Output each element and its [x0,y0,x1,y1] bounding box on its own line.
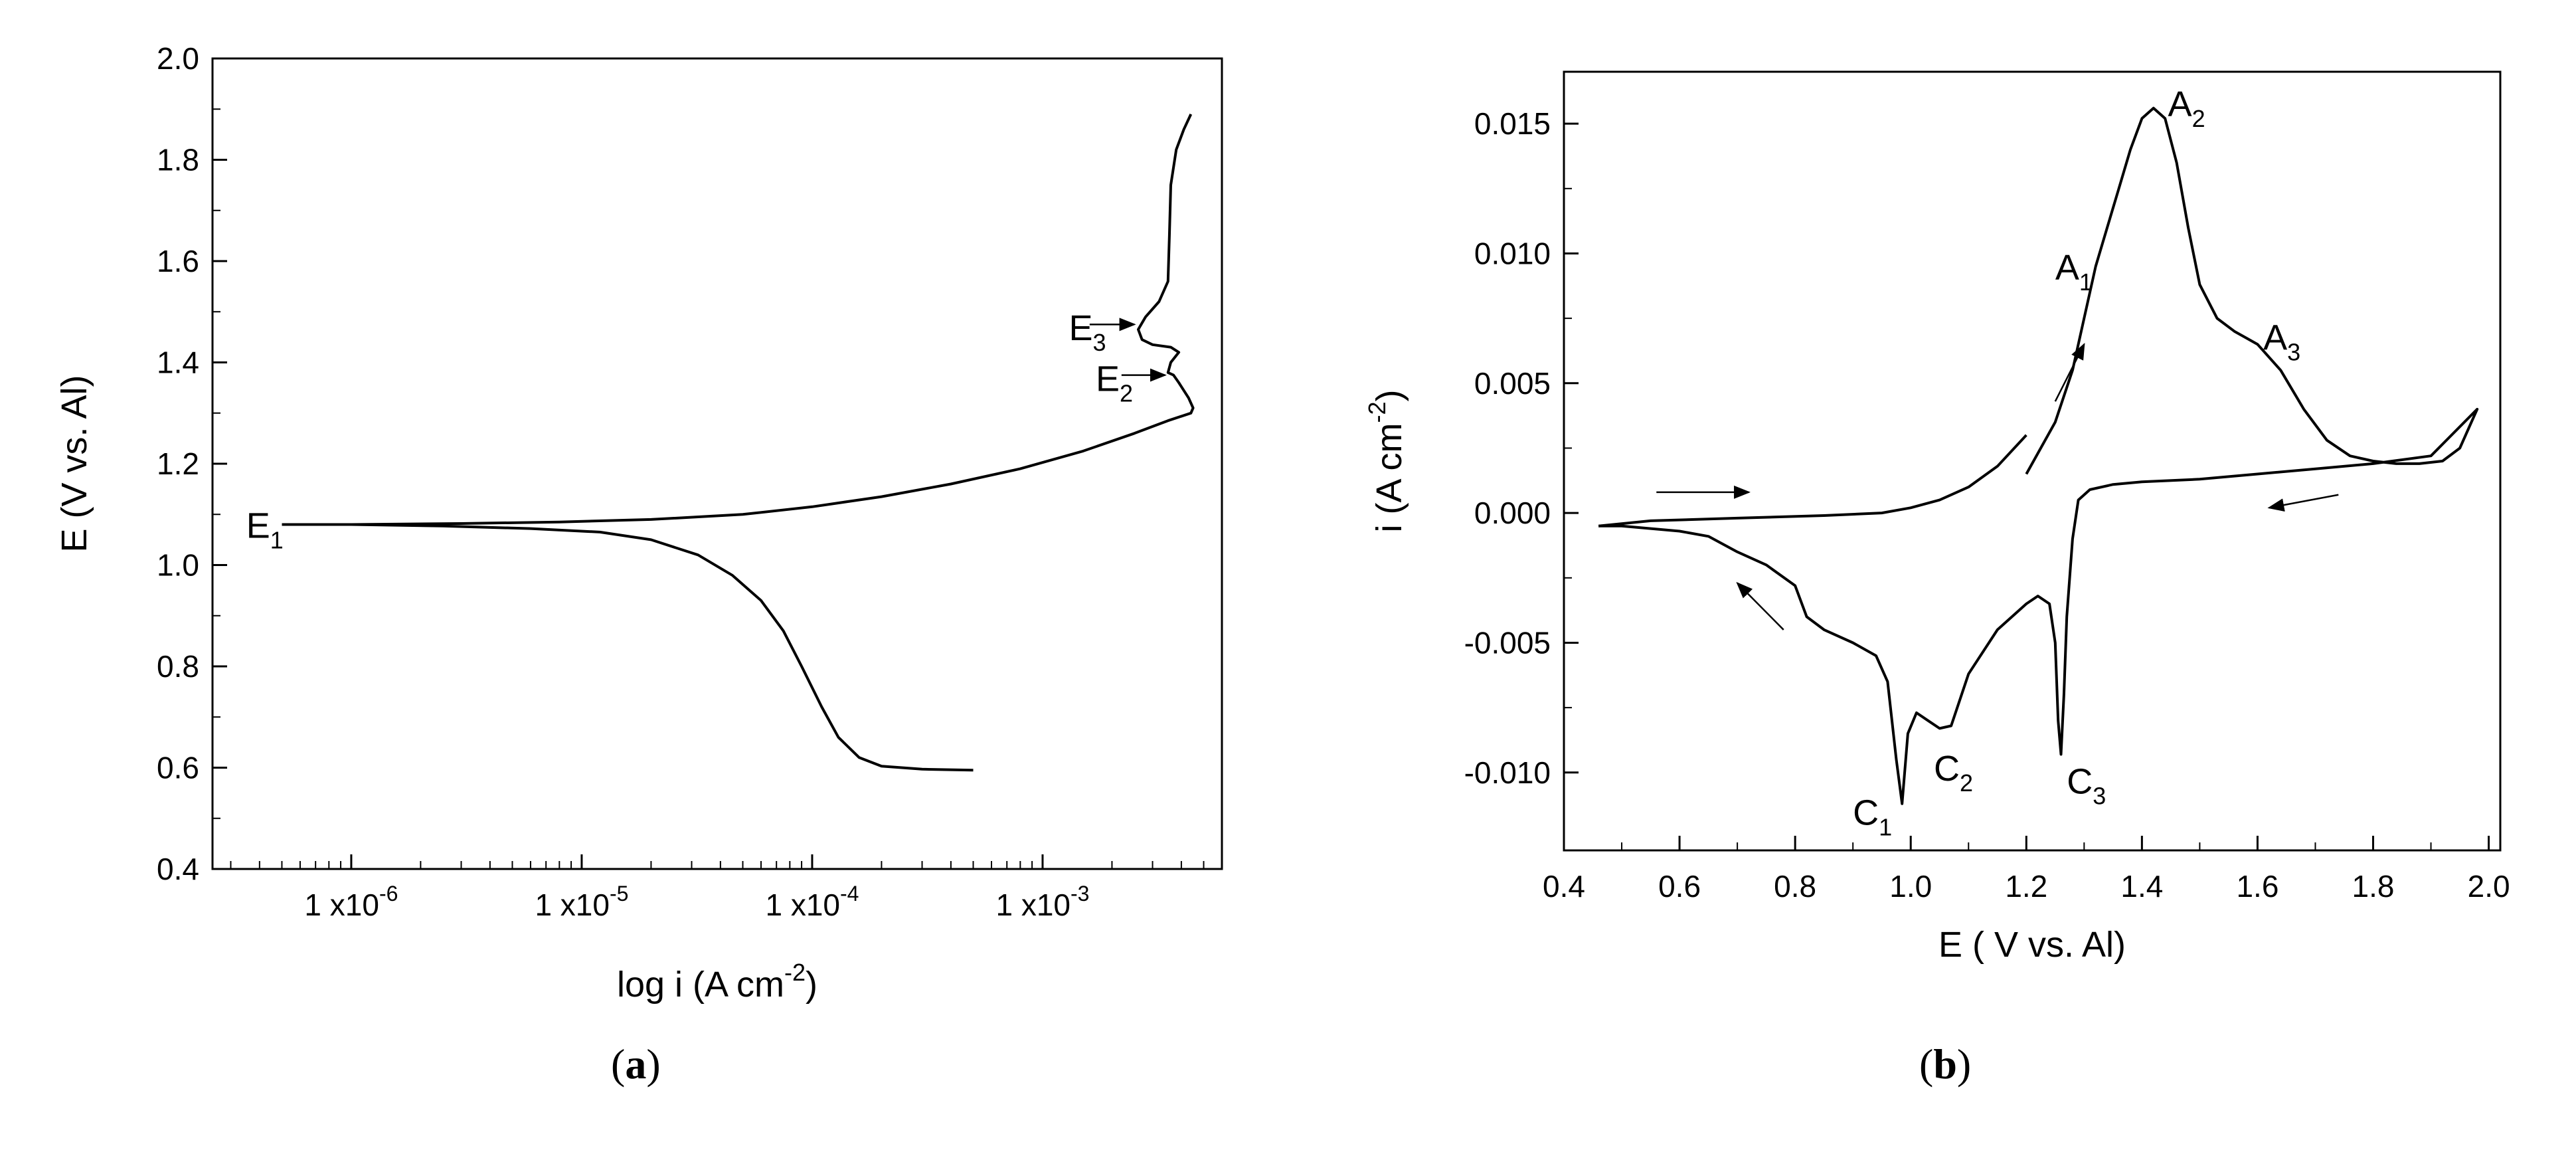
x-axis-label: log i (A cm-2) [617,959,817,1005]
y-tick-label: 1.6 [157,244,199,278]
x-tick-label: 1.6 [2236,869,2278,904]
chart-a: 0.4 0.6 0.8 1.0 1.2 1.4 1.6 1.8 2.0 1 x10-6 1 x10-… [54,41,1222,1005]
y-tick-label: 2.0 [157,41,199,76]
y-tick-label: 0.015 [1474,106,1551,141]
y-tick-label: -0.010 [1464,755,1551,790]
x-tick-label: 1.2 [2005,869,2047,904]
y-tick-label: 1.2 [157,446,199,481]
panel-label-b: (b) [1919,1040,1971,1089]
annotation-E1: E1 [246,506,284,554]
y-tick-label: 0.6 [157,751,199,785]
direction-arrow [2055,344,2085,401]
annotation-E3: E3 [1069,308,1106,356]
x-tick-label: 0.6 [1658,869,1701,904]
annotation-C2: C2 [1934,749,1973,797]
panel-label-a: (a) [611,1040,661,1089]
y-tick-label: 0.005 [1474,366,1551,401]
annotation-C3: C3 [2067,762,2106,810]
y-tick-label: 0.010 [1474,236,1551,270]
y-tick-label: 0.8 [157,649,199,684]
chart-b: 0.4 0.6 0.8 1.0 1.2 1.4 1.6 1.8 2.0 -0.010 -0.005 0… [1363,72,2510,965]
x-tick-label: 1 x10-6 [304,882,398,922]
direction-arrow [1737,583,1784,630]
y-tick-label: 0.000 [1474,496,1551,530]
x-tick-label: 0.4 [1543,869,1585,904]
x-tick-label: 1 x10-3 [995,882,1089,922]
x-tick-label: 1.0 [1889,869,1932,904]
series-line-2 [1598,108,2477,804]
annotation-A1: A1 [2055,248,2093,296]
y-tick-label: 1.0 [157,548,199,583]
y-tick-label: -0.005 [1464,625,1551,660]
annotation-C1: C1 [1853,793,1892,840]
x-tick-label: 2.0 [2468,869,2510,904]
x-tick-label: 1 x10-4 [765,882,859,922]
series-line-1 [1598,435,2026,526]
y-axis-label: E (V vs. Al) [54,375,94,552]
x-tick-label: 1 x10-5 [535,882,628,922]
y-tick-label: 0.4 [157,852,199,886]
x-tick-label: 0.8 [1774,869,1816,904]
y-axis-label: i (A cm-2) [1363,389,1409,532]
x-tick-label: 1.8 [2352,869,2395,904]
direction-arrow [2269,495,2338,508]
series-line-2 [282,114,1193,525]
annotation-A2: A2 [2168,84,2205,132]
series-line-1 [282,525,974,771]
y-tick-label: 1.4 [157,345,199,380]
y-tick-label: 1.8 [157,143,199,177]
x-tick-label: 1.4 [2120,869,2163,904]
plot-frame [213,58,1222,869]
x-axis-label: E ( V vs. Al) [1938,925,2126,965]
annotation-E2: E2 [1096,359,1133,407]
